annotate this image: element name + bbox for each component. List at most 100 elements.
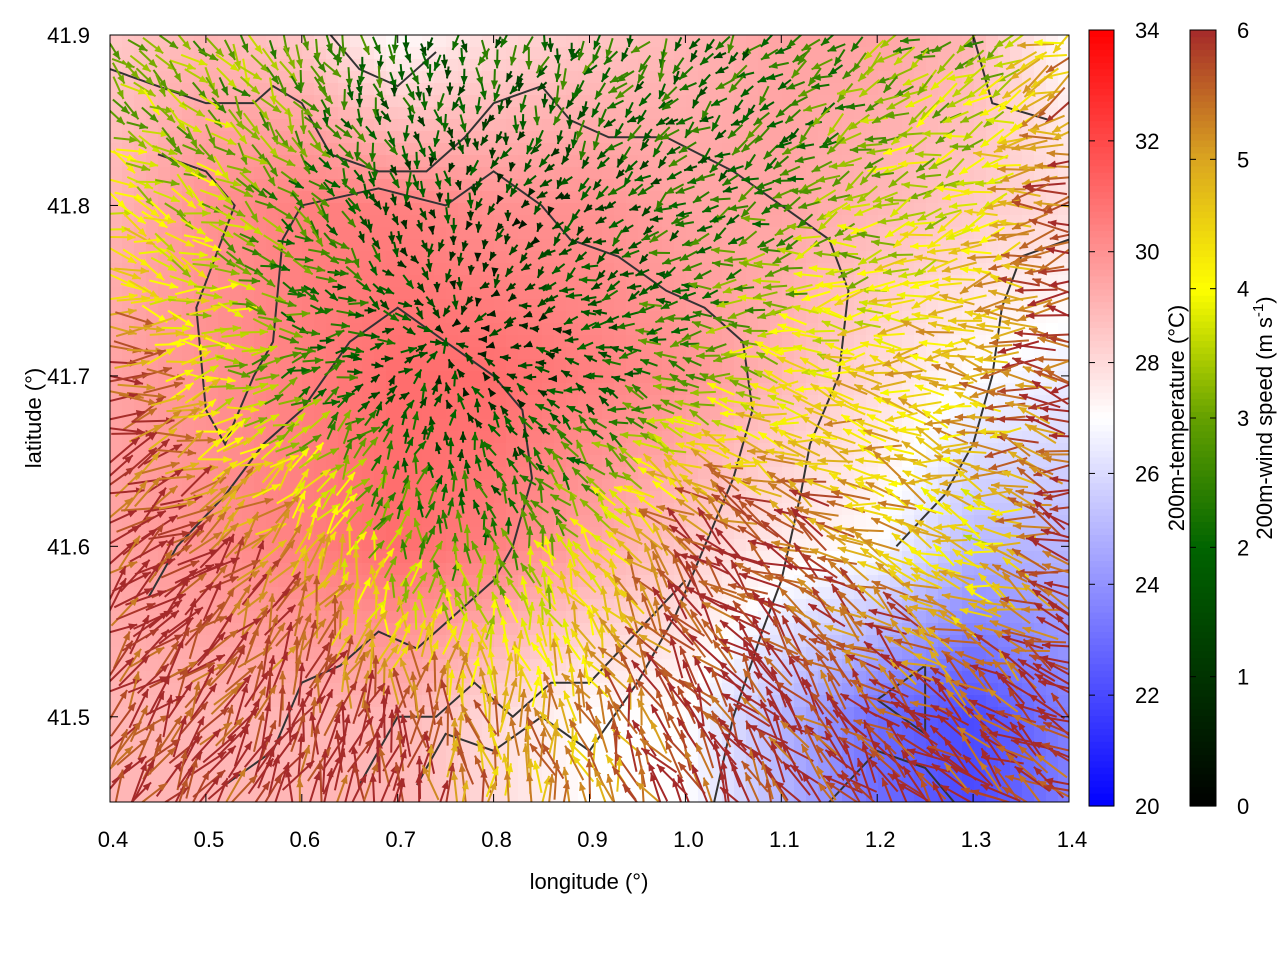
temperature-cell [290, 35, 303, 48]
temperature-cell [878, 119, 891, 132]
temperature-cell [170, 95, 183, 108]
temperature-cell [614, 59, 627, 72]
temperature-cell [314, 155, 327, 168]
temperature-cell [842, 515, 855, 528]
temperature-cell [458, 35, 471, 48]
temperature-cell [1058, 143, 1069, 156]
temperature-cell [1058, 71, 1069, 84]
temperature-cell [842, 143, 855, 156]
temperature-cell [854, 515, 867, 528]
temperature-cell [974, 131, 987, 144]
temperature-cell [338, 203, 351, 216]
temperature-cell [434, 755, 447, 768]
temperature-cell [110, 167, 123, 180]
temperature-cell [482, 431, 495, 444]
temperature-cell [386, 611, 399, 624]
temperature-cell [230, 155, 243, 168]
temperature-cell [518, 203, 531, 216]
temperature-cell [158, 119, 171, 132]
temperature-cell [554, 275, 567, 288]
temperature-cell [158, 755, 171, 768]
temperature-cell [434, 227, 447, 240]
temperature-cell [542, 83, 555, 96]
temperature-cell [710, 203, 723, 216]
temperature-cell [470, 515, 483, 528]
temperature-cell [1034, 167, 1047, 180]
temperature-cell [494, 311, 507, 324]
temperature-cell [422, 407, 435, 420]
temperature-cell [914, 155, 927, 168]
temperature-cell [938, 143, 951, 156]
temperature-cell [686, 59, 699, 72]
temperature-cell [602, 167, 615, 180]
temperature-cell [686, 107, 699, 120]
temperature-cell [830, 155, 843, 168]
temperature-cell [422, 515, 435, 528]
temperature-cell [434, 83, 447, 96]
temperature-cell [374, 443, 387, 456]
temperature-cell [638, 347, 651, 360]
temperature-cell [422, 563, 435, 576]
temperature-cell [686, 71, 699, 84]
temperature-cell [434, 455, 447, 468]
temperature-cell [506, 167, 519, 180]
temperature-cell [602, 479, 615, 492]
temperature-cell [698, 95, 711, 108]
temperature-cell [758, 527, 771, 540]
temperature-cell [434, 143, 447, 156]
temperature-cell [626, 59, 639, 72]
temperature-cell [818, 47, 831, 60]
temperature-cell [902, 203, 915, 216]
temperature-cell [146, 659, 159, 672]
temperature-cell [698, 335, 711, 348]
temperature-cell [482, 287, 495, 300]
temperature-cell [926, 551, 939, 564]
temperature-cell [482, 479, 495, 492]
temperature-cell [578, 71, 591, 84]
temperature-cell [842, 95, 855, 108]
temperature-cell [434, 407, 447, 420]
temperature-cell [1034, 59, 1047, 72]
temperature-cell [482, 179, 495, 192]
temperature-cell [278, 191, 291, 204]
temperature-cell [506, 107, 519, 120]
temperature-cell [494, 119, 507, 132]
temperature-cell [758, 83, 771, 96]
temperature-cell [422, 587, 435, 600]
temperature-cell [770, 95, 783, 108]
temperature-cell [998, 47, 1011, 60]
temperature-cell [614, 383, 627, 396]
temperature-cell [362, 83, 375, 96]
temperature-cell [350, 395, 363, 408]
temperature-cell [578, 215, 591, 228]
temperature-cell [938, 371, 951, 384]
temperature-cell [350, 287, 363, 300]
temperature-cell [386, 119, 399, 132]
temperature-cell [494, 203, 507, 216]
temperature-cell [734, 155, 747, 168]
temperature-cell [554, 35, 567, 48]
temperature-cell [530, 431, 543, 444]
temperature-cell [530, 119, 543, 132]
temperature-cell [554, 299, 567, 312]
temperature-cell [1022, 47, 1035, 60]
temperature-cell [578, 95, 591, 108]
temperature-cell [302, 431, 315, 444]
temperature-cell [734, 59, 747, 72]
temperature-cell [734, 95, 747, 108]
temperature-cell [434, 263, 447, 276]
temperature-cell [422, 119, 435, 132]
temperature-cell [878, 527, 891, 540]
temperature-cell [746, 35, 759, 48]
temperature-cell [446, 107, 459, 120]
temperature-cell [1034, 155, 1047, 168]
temperature-cell [350, 47, 363, 60]
temperature-cell [830, 107, 843, 120]
temperature-cell [866, 527, 879, 540]
temperature-cell [110, 635, 123, 648]
temperature-cell [1058, 131, 1069, 144]
temperature-cell [506, 299, 519, 312]
temperature-cell [506, 203, 519, 216]
temperature-cell [854, 167, 867, 180]
temperature-cell [122, 95, 135, 108]
